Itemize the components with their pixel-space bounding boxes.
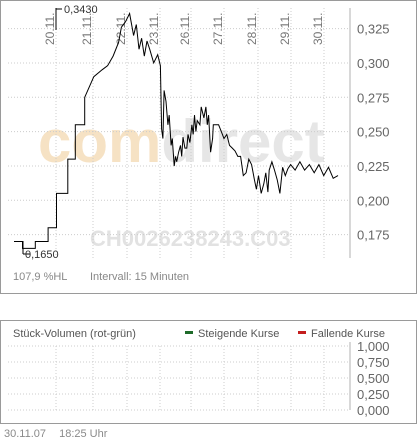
price-x-tick: 30.11. [311,13,325,45]
price-x-tick: 23.11. [147,13,161,45]
volume-chart-frame [0,320,417,424]
price-x-tick: 21.11. [80,13,94,45]
timestamp-time: 18:25 Uhr [59,428,108,440]
volume-title: Stück-Volumen (rot-grün) [13,328,136,340]
legend-label: Fallende Kurse [311,328,385,340]
low-marker: 0,1650 [22,241,59,261]
price-y-tick: 0,250 [357,125,390,140]
price-y-tick: 0,275 [357,90,390,105]
watermark-id: CH0026238243.C03 [90,226,291,251]
volume-chart: Stück-Volumen (rot-grün) Steigende Kurse… [8,328,390,418]
price-y-tick: 0,175 [357,228,390,243]
price-y-tick: 0,200 [357,193,390,208]
price-chart-frame [0,0,417,294]
high-label: 0,3430 [64,4,98,16]
price-x-tick: 28.11. [245,13,259,45]
price-y-tick: 0,325 [357,22,390,37]
high-marker: 0,3430 [55,4,98,30]
volume-y-tick: 1,000 [357,339,390,354]
price-x-tick: 29.11. [278,13,292,45]
volume-y-tick: 0,750 [357,355,390,370]
legend-swatch [185,331,193,334]
change-label: 107,9 %HL [13,271,67,283]
legend-swatch [298,331,306,334]
price-y-tick: 0,225 [357,159,390,174]
volume-chart-panel: Stück-Volumen (rot-grün) Steigende Kurse… [0,320,417,424]
volume-y-tick: 0,250 [357,387,390,402]
price-x-tick: 20.11. [43,13,57,45]
price-y-tick: 0,300 [357,56,390,71]
price-series-line [14,11,339,249]
price-x-tick: 26.11. [178,13,192,45]
volume-y-tick: 0,500 [357,371,390,386]
timestamp: 30.11.07 18:25 Uhr [4,428,117,440]
volume-y-tick: 0,000 [357,403,390,418]
interval-label: Intervall: 15 Minuten [90,271,189,283]
price-chart-panel: comdirect CH0026238243.C03 20.11. 21.11. 2… [0,0,417,294]
timestamp-date: 30.11.07 [4,428,47,440]
price-chart: comdirect CH0026238243.C03 20.11. 21.11. 2… [8,4,390,283]
low-label: 0,1650 [25,249,59,261]
price-x-tick: 27.11. [211,13,225,45]
watermark-logo: comdirect [38,108,325,175]
legend-label: Steigende Kurse [198,328,279,340]
